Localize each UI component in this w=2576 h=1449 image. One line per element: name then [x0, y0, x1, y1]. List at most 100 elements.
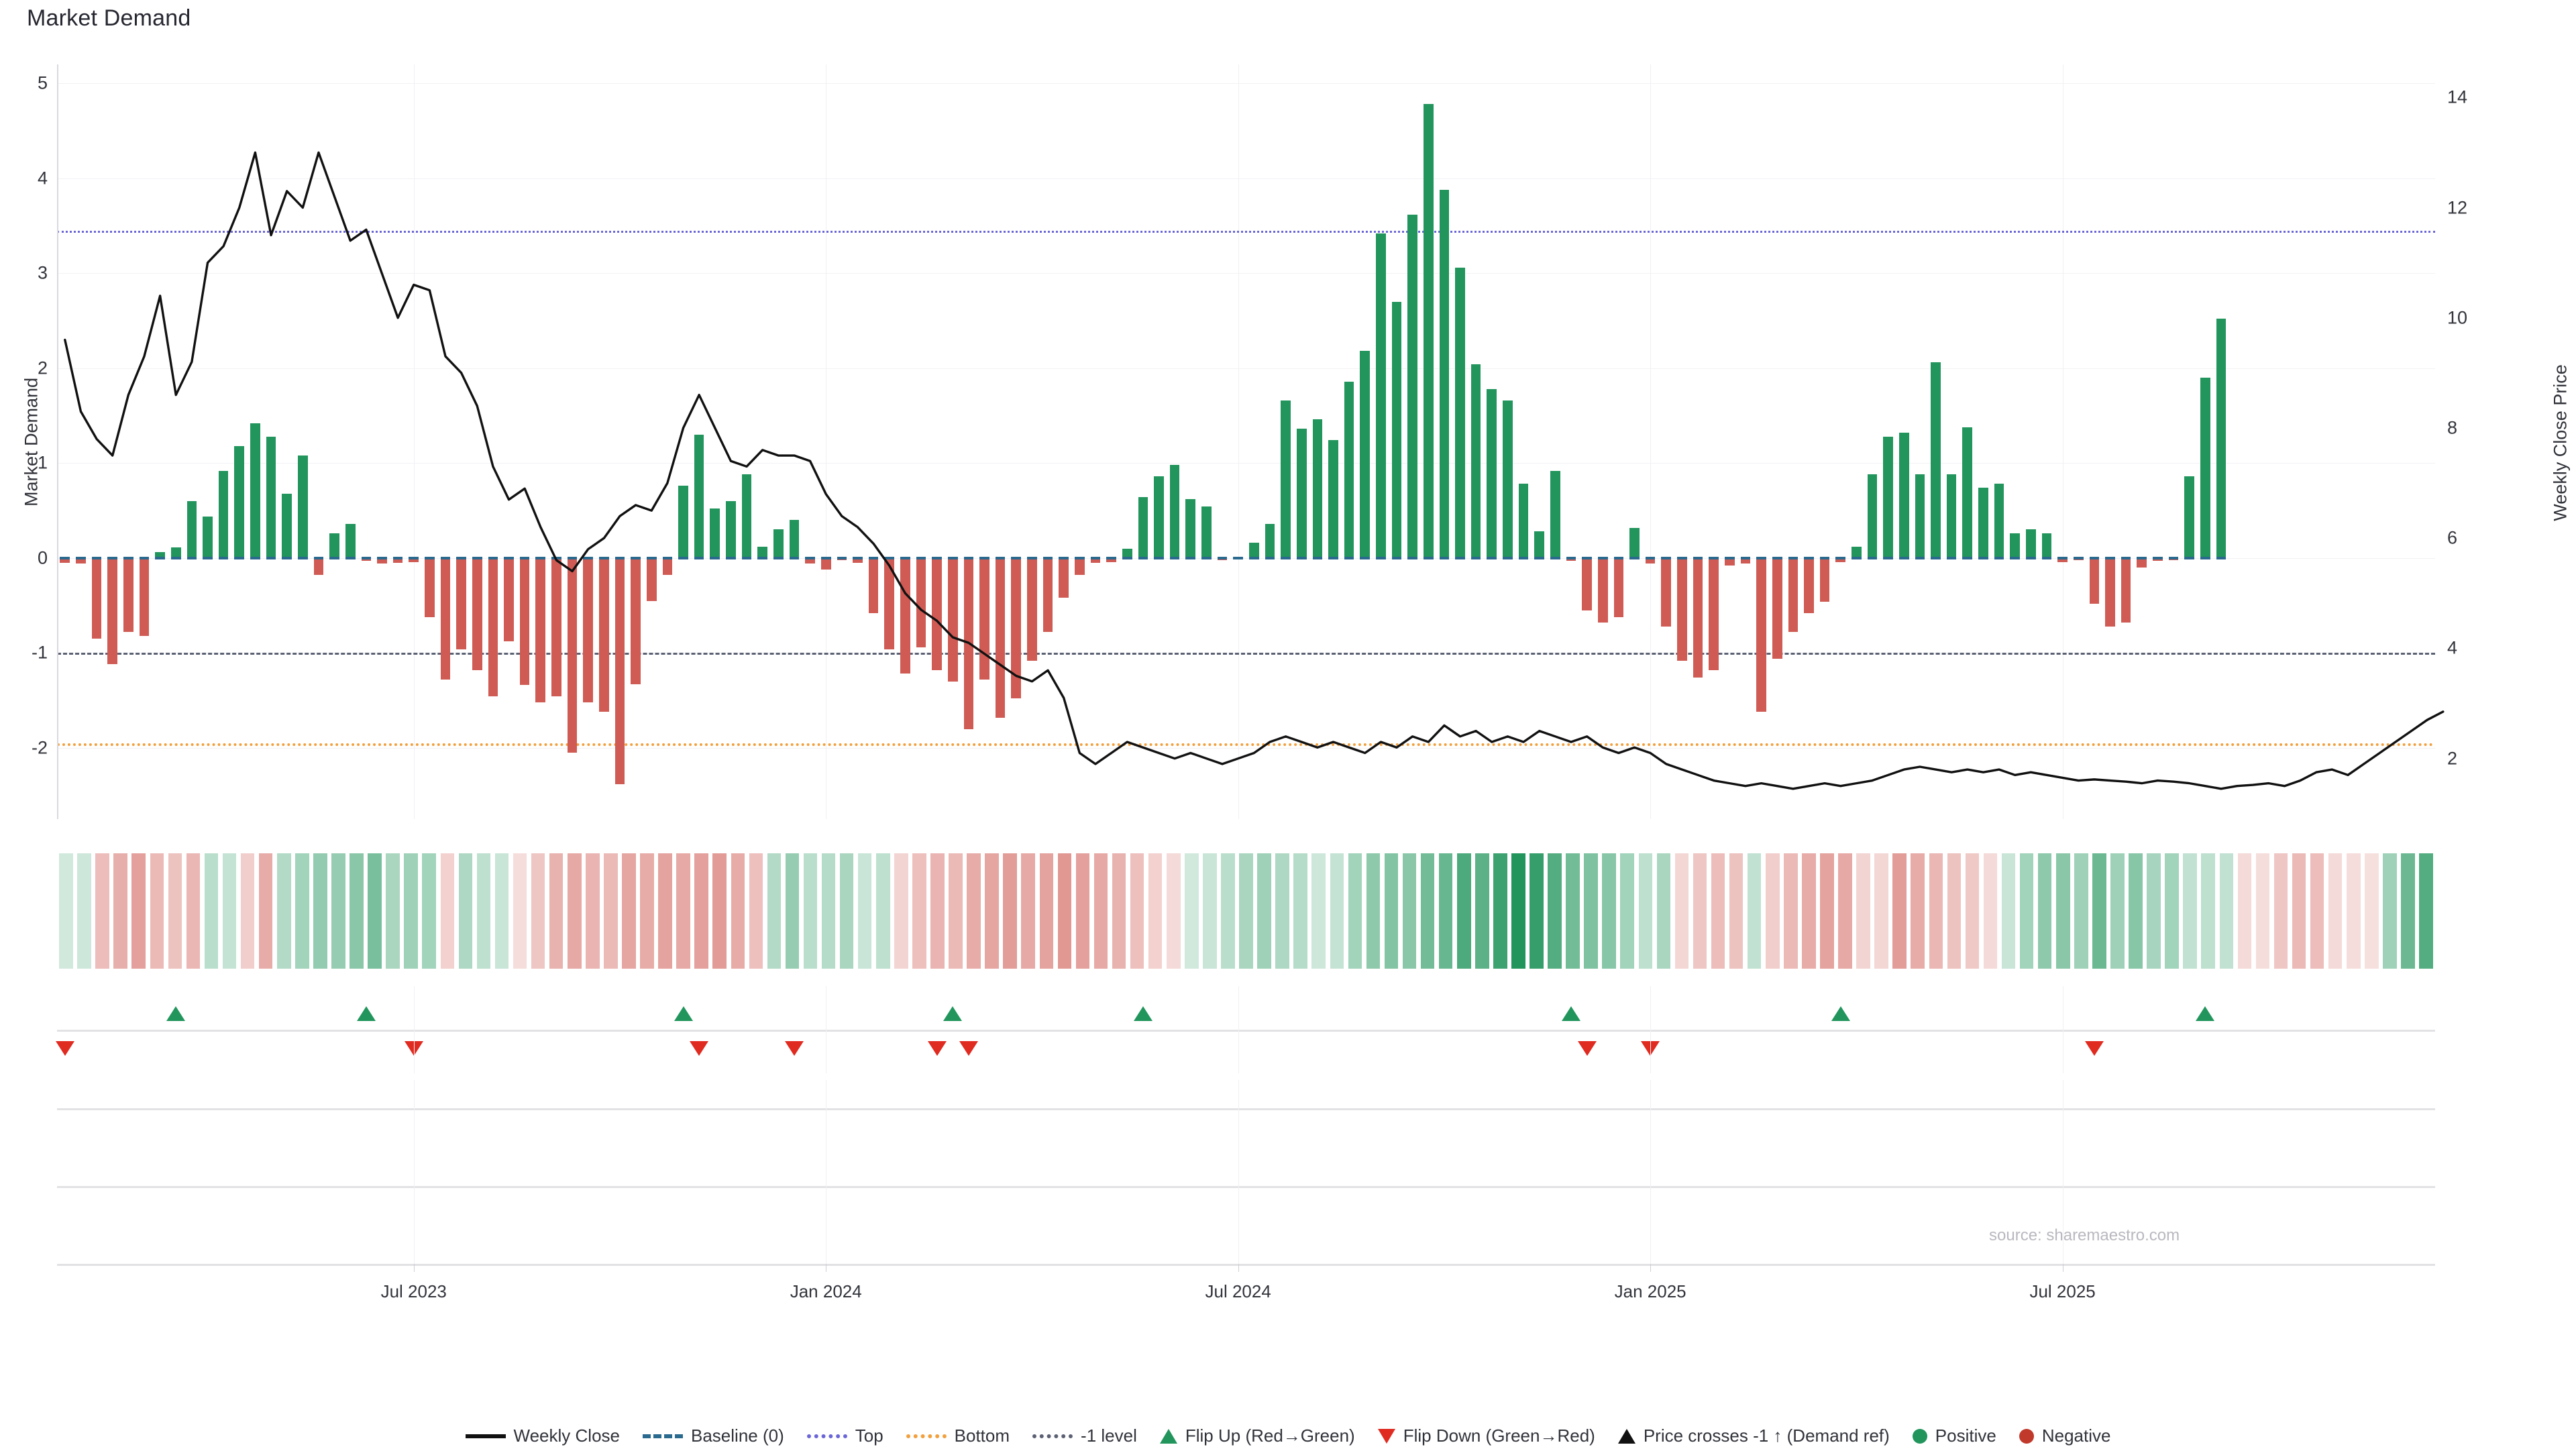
heatmap-cell: [1765, 853, 1780, 969]
baseline-segment: [1296, 556, 1307, 559]
legend-item-top[interactable]: Top: [806, 1426, 883, 1446]
demand-bar: [583, 557, 594, 702]
heatmap-cell: [386, 853, 400, 969]
demand-bar: [2153, 557, 2163, 561]
x-axis: Jul 2023 Jan 2024 Jul 2024 Jan 2025 Jul 2025: [57, 1264, 2435, 1318]
baseline-segment: [1470, 556, 1481, 559]
baseline-segment: [1059, 556, 1069, 559]
flip-down-marker-icon: [784, 1041, 804, 1056]
vertical-gridline: [1650, 1080, 1652, 1268]
legend-item-1-level[interactable]: -1 level: [1032, 1426, 1137, 1446]
heatmap-cell: [658, 853, 672, 969]
y-tick-label-left: 3: [37, 262, 48, 283]
baseline-segment: [1693, 556, 1703, 559]
baseline-segment: [2216, 556, 2226, 559]
heatmap-cell: [1166, 853, 1181, 969]
heatmap-cell: [2001, 853, 2016, 969]
demand-bar: [488, 557, 498, 697]
heatmap-cell: [586, 853, 600, 969]
x-tick-mark: [413, 1264, 415, 1272]
heatmap-cell: [2419, 853, 2433, 969]
demand-bar: [1185, 499, 1196, 558]
demand-bar: [1550, 470, 1560, 558]
baseline-segment: [234, 556, 245, 559]
heatmap-cell: [59, 853, 73, 969]
baseline-segment: [2184, 556, 2194, 559]
baseline-segment: [1360, 556, 1371, 559]
baseline-segment: [1169, 556, 1180, 559]
y-tick-label-left: 0: [37, 547, 48, 568]
baseline-segment: [1391, 556, 1402, 559]
legend-item-bottom[interactable]: Bottom: [906, 1426, 1010, 1446]
demand-bar: [440, 557, 451, 680]
baseline-segment: [678, 556, 688, 559]
baseline-segment: [1138, 556, 1148, 559]
baseline-segment: [1455, 556, 1465, 559]
page-title: Market Demand: [27, 5, 191, 31]
baseline-segment: [282, 556, 292, 559]
baseline-segment: [123, 556, 133, 559]
demand-bar: [345, 523, 356, 558]
triangle-up-icon: [1159, 1428, 1177, 1444]
baseline-segment: [1233, 556, 1243, 559]
heatmap-cell: [494, 853, 509, 969]
baseline-segment: [1011, 556, 1022, 559]
heatmap-cell: [949, 853, 963, 969]
legend-item-flip-up-red-green[interactable]: Flip Up (Red→Green): [1159, 1426, 1355, 1446]
demand-bar: [1344, 381, 1354, 558]
chart-legend: Weekly Close Baseline (0) Top Bottom -1 leve…: [0, 1426, 2576, 1446]
legend-item-weekly-close[interactable]: Weekly Close: [465, 1426, 620, 1446]
demand-bar: [1042, 557, 1053, 633]
legend-label: Bottom: [954, 1426, 1010, 1446]
baseline-segment: [614, 556, 625, 559]
x-tick-mark: [1238, 1264, 1239, 1272]
heatmap-cell: [1638, 853, 1653, 969]
legend-label: Negative: [2041, 1426, 2111, 1446]
gridline: [57, 368, 2435, 369]
heatmap-cell: [857, 853, 872, 969]
legend-label: Positive: [1935, 1426, 1996, 1446]
baseline-segment: [1281, 556, 1291, 559]
baseline-segment: [1328, 556, 1338, 559]
legend-item-flip-down-green-red[interactable]: Flip Down (Green→Red): [1377, 1426, 1595, 1446]
baseline-segment: [1518, 556, 1529, 559]
y-tick-label-left: -1: [31, 642, 48, 663]
baseline-segment: [1550, 556, 1560, 559]
baseline-segment: [1265, 556, 1275, 559]
gridline: [57, 178, 2435, 179]
baseline-segment: [1804, 556, 1814, 559]
legend-item-negative[interactable]: Negative: [2019, 1426, 2111, 1446]
demand-bar: [1360, 351, 1371, 558]
baseline-segment: [170, 556, 181, 559]
demand-bar: [425, 557, 435, 617]
demand-bar: [1201, 506, 1212, 558]
heatmap-cell: [422, 853, 437, 969]
circle-marker-icon: [2019, 1428, 2034, 1444]
demand-bar: [1629, 527, 1640, 558]
heatmap-cell: [276, 853, 291, 969]
baseline-segment: [186, 556, 197, 559]
y-tick-label-left: 2: [37, 358, 48, 378]
demand-bar: [1582, 557, 1592, 610]
gridline: [57, 83, 2435, 85]
demand-bar: [409, 557, 419, 562]
baseline-segment: [805, 556, 815, 559]
demand-bar: [1613, 557, 1624, 617]
heatmap-cell: [440, 853, 455, 969]
legend-item-positive[interactable]: Positive: [1912, 1426, 1996, 1446]
legend-item-baseline-0[interactable]: Baseline (0): [643, 1426, 784, 1446]
demand-bar: [1470, 364, 1481, 558]
baseline-segment: [1597, 556, 1608, 559]
x-tick-label: Jul 2023: [380, 1281, 447, 1301]
demand-bar: [1994, 484, 2004, 558]
demand-bar: [1597, 557, 1608, 623]
heatmap-cell: [1185, 853, 1199, 969]
vertical-gridline: [413, 1080, 415, 1268]
heatmap-cell: [2183, 853, 2197, 969]
flip-up-marker-icon: [356, 1006, 376, 1021]
demand-bar: [1328, 440, 1338, 558]
y-tick-label-right: 2: [2447, 748, 2458, 769]
legend-item-price-crosses-1-demand-ref[interactable]: Price crosses -1 ↑ (Demand ref): [1617, 1426, 1890, 1446]
demand-bar: [1518, 484, 1529, 558]
y-tick-label-right: 14: [2447, 87, 2468, 107]
